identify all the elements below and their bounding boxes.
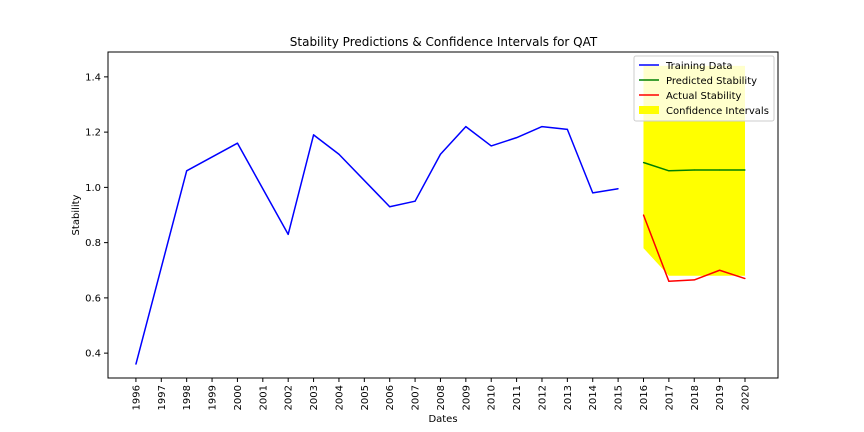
x-tick-label: 2012 (537, 385, 548, 410)
x-axis: 1996 1997 1998 1999 2000 2001 2002 2003 2004 2005… (131, 378, 752, 410)
predicted-stability-point (693, 169, 695, 171)
x-tick-label: 2004 (334, 385, 345, 410)
x-tick-label: 1997 (157, 385, 168, 410)
actual-stability-point (642, 214, 645, 216)
training-data-point (541, 125, 543, 128)
training-data-point (389, 206, 391, 208)
actual-stability-point (668, 280, 670, 282)
training-data-point (515, 137, 518, 139)
y-axis: 0.4 0.6 0.8 1.0 1.2 1.4 (85, 72, 108, 360)
actual-stability-point (693, 279, 695, 281)
predicted-stability-point (642, 161, 645, 164)
actual-stability-point (719, 269, 721, 271)
y-tick-label: 1.0 (85, 183, 101, 194)
training-data-point (439, 153, 442, 155)
training-data-point (490, 145, 492, 147)
x-tick-label: 2001 (258, 385, 269, 410)
x-tick-label: 2000 (233, 385, 244, 410)
training-data-point (465, 125, 467, 128)
predicted-stability-point (719, 169, 721, 171)
x-axis-title: Dates (428, 414, 457, 425)
x-tick-label: 2006 (385, 385, 396, 410)
chart-title: Stability Predictions & Confidence Inter… (290, 35, 598, 49)
x-tick-label: 2013 (563, 385, 574, 410)
y-axis-title: Stability (71, 194, 82, 235)
x-tick-label: 2019 (715, 385, 726, 410)
x-tick-label: 2015 (614, 385, 625, 410)
legend-label-actual: Actual Stability (666, 91, 742, 102)
predicted-stability-point (744, 169, 746, 171)
x-tick-label: 2005 (360, 385, 371, 410)
training-data-point (287, 233, 289, 235)
legend-swatch-confidence (639, 106, 659, 114)
x-tick-label: 2018 (690, 385, 701, 410)
legend-label-predicted: Predicted Stability (666, 76, 757, 87)
y-tick-label: 0.8 (85, 238, 101, 249)
legend-frame (633, 55, 775, 122)
x-tick-label: 2016 (639, 385, 650, 410)
x-tick-label: 2009 (461, 385, 472, 410)
legend-label-training: Training Data (665, 61, 733, 72)
x-tick-label: 2014 (588, 385, 599, 410)
x-tick-label: 1999 (208, 385, 219, 410)
x-tick-label: 2017 (664, 385, 675, 410)
x-tick-label: 1996 (131, 385, 142, 410)
x-tick-label: 2008 (436, 385, 447, 410)
x-tick-label: 2011 (512, 385, 523, 410)
y-tick-label: 0.4 (85, 349, 101, 360)
training-data-point (186, 170, 188, 172)
predicted-stability-point (668, 170, 670, 172)
actual-stability-point (744, 277, 746, 280)
training-data-point (592, 192, 594, 194)
plot-frame (107, 51, 779, 379)
y-tick-label: 0.6 (85, 293, 101, 304)
training-data-point (414, 200, 416, 202)
x-tick-label: 1998 (182, 385, 193, 410)
x-tick-label: 2002 (284, 385, 295, 410)
training-data-point (135, 363, 137, 365)
training-data-point (566, 128, 568, 130)
legend: Training Data Predicted Stability Actual… (633, 55, 775, 122)
y-tick-label: 1.2 (85, 128, 101, 139)
training-data-line (135, 125, 619, 365)
training-data-point (617, 188, 619, 190)
x-tick-label: 2007 (411, 385, 422, 410)
y-tick-label: 1.4 (85, 72, 101, 83)
training-data-point (312, 134, 315, 136)
x-tick-label: 2020 (741, 385, 752, 410)
x-tick-label: 2010 (487, 385, 498, 410)
x-tick-label: 2003 (309, 385, 320, 410)
training-data-point (236, 142, 239, 144)
legend-label-confidence: Confidence Intervals (666, 106, 769, 117)
training-data-point (338, 153, 340, 155)
